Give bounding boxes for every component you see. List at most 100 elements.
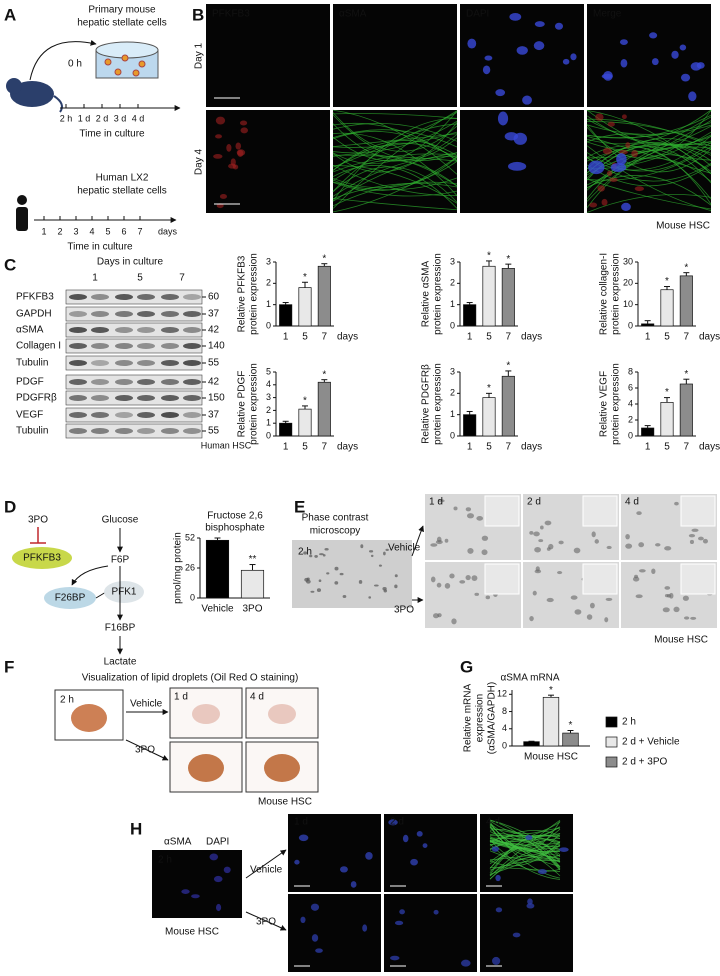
cell: [594, 539, 599, 544]
cell: [573, 547, 581, 554]
fiber: [489, 823, 561, 845]
cell: [339, 866, 348, 873]
fiber: [332, 110, 458, 165]
lipid-cell: [71, 704, 107, 732]
cell: [607, 121, 615, 127]
fiber: [586, 115, 712, 146]
cell: [309, 554, 313, 558]
arrow: [411, 525, 424, 557]
cell: [651, 58, 659, 66]
blot-band: [161, 343, 179, 349]
blot-band: [91, 294, 109, 300]
cell: [603, 70, 613, 81]
blot-label: PDGFRβ: [16, 393, 57, 404]
cell: [589, 202, 598, 208]
chart-title: bisphosphate: [205, 523, 265, 534]
time-label: 2 d: [527, 497, 541, 508]
blot-band: [115, 327, 133, 333]
cell: [597, 185, 605, 192]
blot-band: [183, 428, 201, 434]
x-unit: days: [337, 442, 358, 453]
cell: [339, 572, 344, 576]
kda-label: 42: [208, 325, 220, 336]
bar: [317, 381, 331, 437]
cell: [527, 898, 533, 905]
y-axis-label: (αSMA/GAPDH): [487, 682, 498, 754]
cell: [606, 545, 612, 550]
x-tick-label: 1: [645, 332, 651, 343]
cell: [394, 574, 398, 578]
cell: [620, 59, 628, 68]
fiber: [586, 110, 712, 159]
blot-band: [69, 294, 87, 300]
legend-swatch: [605, 716, 618, 728]
cell: [213, 154, 223, 159]
cell: [485, 595, 491, 600]
y-tick-label: 6: [628, 382, 633, 392]
bar: [298, 408, 312, 437]
cell: [529, 615, 534, 622]
fiber: [489, 838, 561, 865]
time-label: 1 d: [294, 817, 308, 828]
blot-label: PDGF: [16, 377, 44, 388]
fiber: [489, 819, 561, 877]
x-tick-label: Mouse HSC: [524, 752, 578, 763]
panel-letter: E: [294, 497, 305, 516]
cell: [438, 499, 445, 503]
blot-band: [69, 395, 87, 401]
cell: [465, 574, 471, 581]
lane-label: 7: [179, 273, 185, 284]
fiber: [332, 109, 458, 175]
cell: [533, 531, 540, 537]
cell: [482, 65, 491, 75]
y-axis-label: Relative VEGF: [599, 371, 610, 437]
cell: [453, 506, 458, 511]
cell: [318, 579, 322, 583]
blot-band: [183, 311, 201, 317]
micrograph: [292, 540, 412, 608]
cell: [436, 582, 442, 588]
cell: [674, 501, 679, 506]
blot-band: [183, 395, 201, 401]
cell: [444, 583, 451, 589]
kda-label: 55: [208, 358, 220, 369]
cell: [689, 539, 695, 545]
cell: [688, 91, 697, 102]
cell: [507, 161, 527, 171]
bar: [205, 539, 230, 599]
blot-band: [161, 294, 179, 300]
lipid-cell: [188, 754, 224, 782]
blot-band: [91, 311, 109, 317]
cell: [631, 150, 638, 158]
blot-band: [183, 327, 201, 333]
timeline-label: 2 d: [96, 113, 109, 123]
blot-band: [115, 311, 133, 317]
panel-letter: C: [4, 255, 16, 274]
blot-band: [183, 294, 201, 300]
timeline-label: 4 d: [132, 113, 145, 123]
panel-title: Phase contrast: [302, 513, 369, 524]
x-tick-label: 7: [684, 442, 690, 453]
cell: [616, 153, 627, 166]
cell: [383, 551, 386, 556]
significance: *: [487, 383, 491, 394]
blot-band: [91, 412, 109, 418]
y-tick-label: 0: [190, 592, 195, 602]
y-tick-label: 0: [628, 430, 633, 440]
cell: [322, 554, 326, 557]
cell: [534, 547, 541, 553]
cell: [300, 916, 306, 924]
significance: *: [684, 369, 688, 380]
blot-band: [115, 395, 133, 401]
x-unit: days: [699, 442, 720, 453]
time-label: 2 h: [298, 547, 312, 558]
cell: [570, 595, 578, 600]
cell: [662, 607, 670, 613]
blot-band: [91, 395, 109, 401]
fiber: [332, 156, 458, 197]
panel-a-title: Human LX2: [96, 173, 149, 184]
blot-band: [183, 343, 201, 349]
panel-a-title: Primary mouse: [88, 5, 156, 16]
stain-label: PFKFB3: [212, 9, 250, 20]
kda-label: 55: [208, 426, 220, 437]
